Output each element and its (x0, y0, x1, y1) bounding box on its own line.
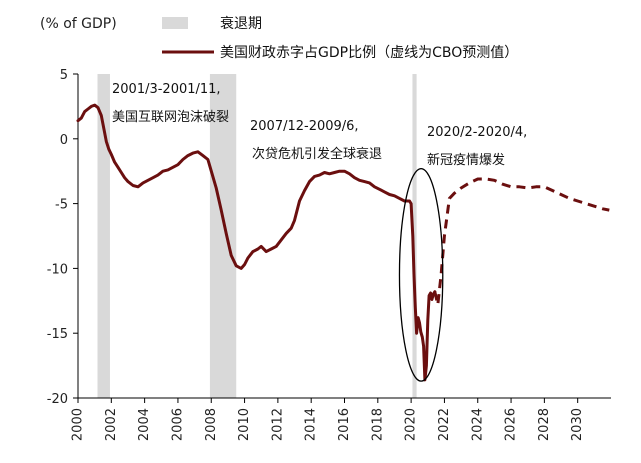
x-tick: 2002 (104, 398, 119, 441)
y-tick-label: -10 (47, 262, 68, 277)
annotation-dotcom: 2001/3-2001/11, 美国互联网泡沫破裂 (112, 82, 229, 125)
x-tick-label: 2030 (570, 408, 585, 441)
x-tick-label: 2014 (304, 408, 319, 441)
legend-series-label: 美国财政赤字占GDP比例（虚线为CBO预测值） (220, 45, 518, 61)
x-tick-label: 2016 (337, 408, 352, 441)
x-tick-label: 2012 (270, 408, 285, 441)
y-tick: 5 (60, 68, 78, 83)
x-tick: 2008 (204, 398, 219, 441)
recession-bands (97, 74, 417, 398)
annotation-dotcom-line1: 2001/3-2001/11, (112, 82, 221, 97)
recession-band-2 (209, 74, 237, 398)
legend: 衰退期 美国财政赤字占GDP比例（虚线为CBO预测值） (162, 15, 518, 61)
highlight-ellipse-group (398, 167, 444, 382)
recession-band-3 (412, 74, 417, 398)
y-tick-label: 5 (60, 68, 68, 83)
annotation-gfc-line1: 2007/12-2009/6, (250, 119, 359, 134)
x-tick: 2022 (437, 398, 452, 441)
x-tick: 2012 (270, 398, 285, 441)
x-tick: 2000 (71, 398, 86, 441)
recession-band-1 (97, 74, 110, 398)
series-line-actual (76, 103, 437, 382)
y-tick: -20 (47, 392, 78, 407)
x-tick-label: 2026 (504, 408, 519, 441)
legend-recession-label: 衰退期 (220, 15, 262, 32)
x-tick: 2028 (537, 398, 552, 441)
x-tick-label: 2004 (137, 408, 152, 441)
y-tick-label: -15 (47, 327, 68, 342)
y-tick: -5 (55, 198, 78, 213)
x-tick-label: 2006 (170, 408, 185, 441)
y-tick-label: -20 (47, 392, 68, 407)
x-tick-label: 2002 (104, 408, 119, 441)
covid-highlight-ellipse (398, 167, 444, 382)
x-tick: 2030 (570, 398, 585, 441)
y-tick: -15 (47, 327, 78, 342)
annotation-gfc-line2: 次贷危机引发全球衰退 (252, 146, 382, 162)
series-lines (76, 103, 610, 382)
x-tick: 2010 (237, 398, 252, 441)
annotation-gfc: 2007/12-2009/6, 次贷危机引发全球衰退 (250, 119, 382, 162)
x-tick-label: 2020 (404, 408, 419, 441)
x-tick-label: 2028 (537, 408, 552, 441)
y-axis-label: (% of GDP) (40, 16, 117, 32)
y-tick-label: 0 (60, 133, 68, 148)
x-tick: 2014 (304, 398, 319, 441)
annotation-covid-line2: 新冠疫情爆发 (427, 152, 505, 168)
x-tick: 2026 (504, 398, 519, 441)
x-tick: 2004 (137, 398, 152, 441)
annotation-covid: 2020/2-2020/4, 新冠疫情爆发 (427, 125, 527, 168)
annotation-covid-line1: 2020/2-2020/4, (427, 125, 527, 140)
x-tick: 2016 (337, 398, 352, 441)
x-tick: 2020 (404, 398, 419, 441)
x-tick: 2006 (170, 398, 185, 441)
x-tick-label: 2022 (437, 408, 452, 441)
x-tick-label: 2008 (204, 408, 219, 441)
annotation-dotcom-line2: 美国互联网泡沫破裂 (112, 110, 229, 125)
x-tick-label: 2000 (71, 408, 86, 441)
y-tick-label: -5 (55, 198, 68, 213)
series-line-forecast (433, 177, 610, 307)
x-tick-label: 2024 (470, 408, 485, 441)
y-tick: 0 (60, 133, 78, 148)
x-tick: 2024 (470, 398, 485, 441)
y-tick: -10 (47, 262, 78, 277)
x-tick: 2018 (370, 398, 385, 441)
x-tick-label: 2010 (237, 408, 252, 441)
x-tick-label: 2018 (370, 408, 385, 441)
legend-recession-swatch (162, 17, 188, 29)
